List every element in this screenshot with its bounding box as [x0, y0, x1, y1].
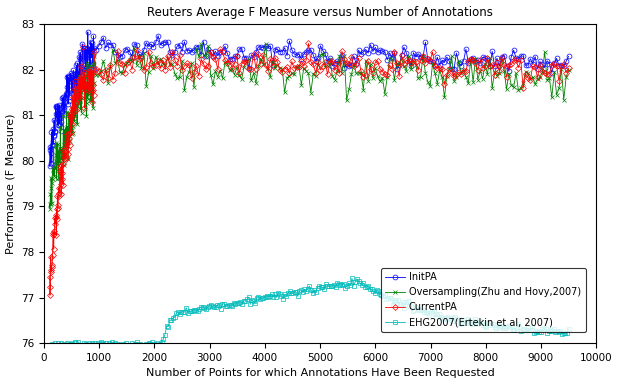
EHG2007(Ertekin et al, 2007) — [204, 305, 211, 310]
Oversampling(Zhu and Hovy,2007) — [476, 68, 484, 73]
X-axis label: Number of Points for which Annotations Have Been Requested: Number of Points for which Annotations H… — [146, 368, 494, 379]
Y-axis label: Performance (F Measure): Performance (F Measure) — [6, 113, 15, 254]
Oversampling(Zhu and Hovy,2007) — [63, 143, 70, 148]
Oversampling(Zhu and Hovy,2007) — [355, 71, 362, 75]
EHG2007(Ertekin et al, 2007) — [565, 327, 572, 331]
EHG2007(Ertekin et al, 2007) — [139, 343, 146, 347]
Line: CurrentPA: CurrentPA — [48, 41, 570, 297]
InitPA — [474, 58, 481, 63]
InitPA — [431, 63, 439, 67]
EHG2007(Ertekin et al, 2007) — [57, 341, 65, 345]
CurrentPA — [476, 58, 484, 62]
InitPA — [63, 74, 70, 79]
EHG2007(Ertekin et al, 2007) — [550, 326, 557, 331]
InitPA — [84, 30, 91, 34]
Oversampling(Zhu and Hovy,2007) — [262, 41, 269, 46]
EHG2007(Ertekin et al, 2007) — [46, 343, 53, 347]
CurrentPA — [46, 274, 53, 279]
InitPA — [352, 62, 360, 66]
InitPA — [565, 54, 572, 59]
EHG2007(Ertekin et al, 2007) — [507, 323, 515, 328]
Line: InitPA: InitPA — [47, 30, 571, 169]
Title: Reuters Average F Measure versus Number of Annotations: Reuters Average F Measure versus Number … — [147, 5, 493, 18]
CurrentPA — [46, 293, 54, 298]
CurrentPA — [200, 61, 207, 66]
CurrentPA — [63, 132, 70, 136]
CurrentPA — [565, 66, 572, 71]
Oversampling(Zhu and Hovy,2007) — [434, 81, 441, 86]
Legend: InitPA, Oversampling(Zhu and Hovy,2007), CurrentPA, EHG2007(Ertekin et al, 2007): InitPA, Oversampling(Zhu and Hovy,2007),… — [381, 268, 586, 332]
InitPA — [343, 62, 350, 66]
Oversampling(Zhu and Hovy,2007) — [200, 53, 207, 58]
CurrentPA — [305, 41, 312, 46]
InitPA — [46, 164, 53, 169]
CurrentPA — [355, 56, 362, 60]
Oversampling(Zhu and Hovy,2007) — [46, 206, 54, 211]
Line: EHG2007(Ertekin et al, 2007): EHG2007(Ertekin et al, 2007) — [47, 276, 571, 348]
Line: Oversampling(Zhu and Hovy,2007): Oversampling(Zhu and Hovy,2007) — [47, 41, 571, 211]
Oversampling(Zhu and Hovy,2007) — [345, 87, 353, 91]
CurrentPA — [345, 62, 353, 66]
EHG2007(Ertekin et al, 2007) — [349, 276, 356, 281]
Oversampling(Zhu and Hovy,2007) — [565, 68, 572, 72]
EHG2007(Ertekin et al, 2007) — [379, 294, 387, 298]
InitPA — [200, 39, 207, 44]
EHG2007(Ertekin et al, 2007) — [301, 287, 308, 291]
Oversampling(Zhu and Hovy,2007) — [46, 202, 53, 207]
CurrentPA — [434, 66, 441, 70]
